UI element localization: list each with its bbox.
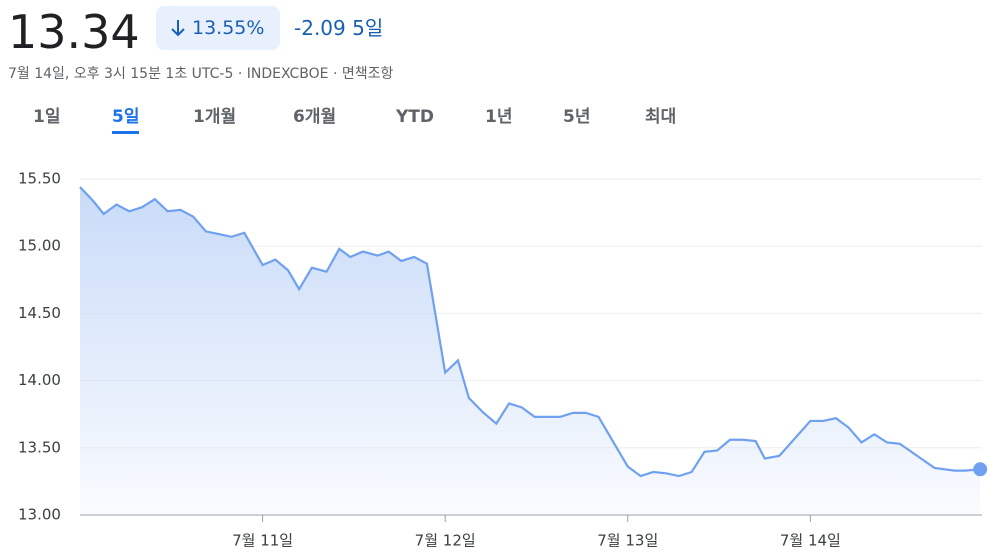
change: -2.09 5일 — [294, 10, 383, 46]
range-tab[interactable]: YTD — [396, 107, 435, 127]
y-tick-label: 13.50 — [18, 438, 61, 456]
y-tick-label: 14.00 — [18, 371, 61, 389]
range-tab[interactable]: 1일 — [33, 107, 61, 127]
range-tab[interactable]: 5일 — [112, 103, 140, 134]
y-tick-label: 13.00 — [18, 506, 61, 524]
change-value: -2.09 — [294, 16, 346, 40]
last-point — [973, 462, 988, 477]
range-tab[interactable]: 5년 — [563, 107, 591, 127]
y-tick-label: 14.50 — [18, 304, 61, 322]
x-tick-label: 7월 14일 — [780, 532, 841, 550]
x-tick-label: 7월 12일 — [415, 532, 476, 550]
price-line — [79, 186, 981, 478]
range-tab[interactable]: 1개월 — [193, 107, 237, 127]
down-arrow — [171, 20, 185, 37]
area — [80, 187, 981, 515]
range-tab[interactable]: 최대 — [645, 107, 677, 127]
change-period: 5일 — [352, 16, 384, 40]
y-tick-label: 15.50 — [18, 170, 61, 188]
change-percent: 13.55% — [192, 17, 265, 39]
range-tab[interactable]: 1년 — [485, 107, 513, 127]
x-tick-label: 7월 11일 — [232, 532, 293, 550]
change-badge: 13.55% — [156, 6, 280, 50]
timestamp: 7월 14일, 오후 3시 15분 1초 UTC-5 · INDEXCBOE ·… — [8, 66, 394, 82]
x-tick-label: 7월 13일 — [597, 532, 658, 550]
price: 13.34 — [8, 5, 140, 59]
range-tab[interactable]: 6개월 — [293, 107, 337, 127]
y-tick-label: 15.00 — [18, 237, 61, 255]
